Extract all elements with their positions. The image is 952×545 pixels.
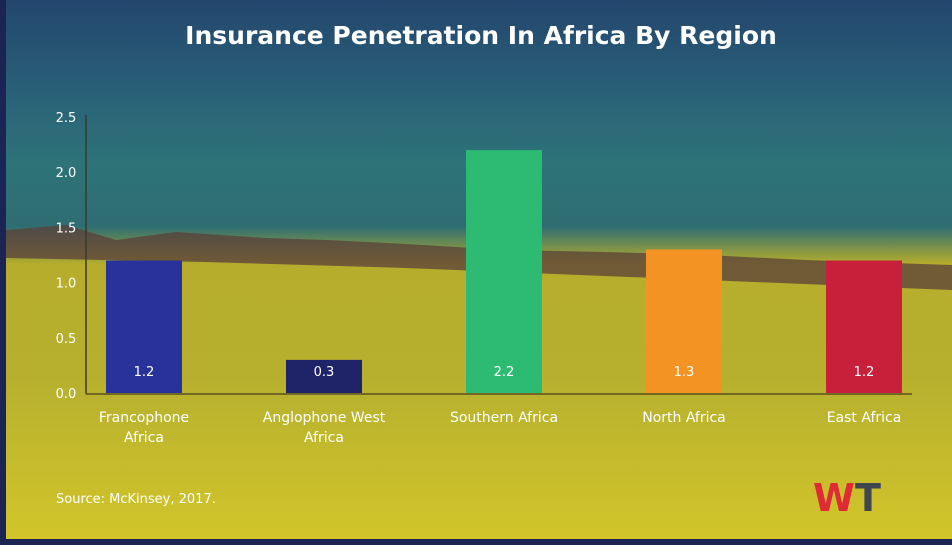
bar-value-label: 1.3 bbox=[674, 365, 695, 380]
y-tick-label: 1.5 bbox=[56, 221, 77, 236]
bar bbox=[466, 150, 542, 393]
bar bbox=[286, 359, 362, 393]
x-category-label: North Africa bbox=[642, 410, 726, 426]
infographic: Insurance Penetration In Africa By Regio… bbox=[6, 0, 952, 539]
bar-value-label: 2.2 bbox=[494, 365, 515, 380]
bar bbox=[646, 249, 722, 393]
y-tick-label: 0.5 bbox=[56, 332, 77, 347]
x-category-label: Africa bbox=[124, 430, 164, 446]
bar bbox=[826, 260, 902, 393]
svg-text:T: T bbox=[855, 476, 881, 520]
wt-logo: W T bbox=[813, 476, 881, 520]
y-tick-label: 2.0 bbox=[56, 166, 77, 181]
x-category-label: Francophone bbox=[99, 410, 189, 426]
x-category-label: East Africa bbox=[827, 410, 902, 426]
bar-value-label: 1.2 bbox=[854, 365, 875, 380]
bar-value-label: 0.3 bbox=[314, 365, 335, 380]
y-tick-label: 0.0 bbox=[56, 387, 77, 402]
source-note: Source: McKinsey, 2017. bbox=[56, 492, 216, 507]
svg-text:W: W bbox=[813, 476, 855, 520]
x-category-label: Africa bbox=[304, 430, 344, 446]
bar-value-label: 1.2 bbox=[134, 365, 155, 380]
chart-title: Insurance Penetration In Africa By Regio… bbox=[185, 21, 777, 50]
y-tick-label: 2.5 bbox=[56, 111, 77, 126]
y-tick-label: 1.0 bbox=[56, 277, 77, 292]
x-category-label: Southern Africa bbox=[450, 410, 558, 426]
bar bbox=[106, 260, 182, 393]
x-category-label: Anglophone West bbox=[263, 410, 386, 426]
bar-chart: Insurance Penetration In Africa By Regio… bbox=[6, 21, 952, 520]
